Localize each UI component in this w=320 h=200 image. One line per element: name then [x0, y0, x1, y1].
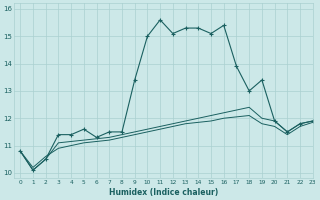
X-axis label: Humidex (Indice chaleur): Humidex (Indice chaleur) — [109, 188, 218, 197]
